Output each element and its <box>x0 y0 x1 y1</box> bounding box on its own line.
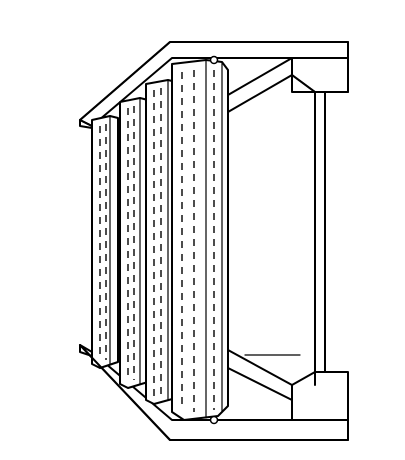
plate-1 <box>171 55 229 425</box>
inner-bottom-beam <box>227 349 316 401</box>
back-panel <box>227 111 301 356</box>
bottom-pin <box>209 415 219 425</box>
inner-top-beam <box>227 57 316 113</box>
right-top-block <box>291 57 349 93</box>
top-rail-front-edge <box>79 41 349 121</box>
left-edge-top <box>79 119 93 129</box>
top-rail-edge <box>79 119 93 127</box>
plate-3 <box>119 97 149 389</box>
bottom-rail-front-edge <box>79 344 349 441</box>
right-bottom-block <box>291 371 349 421</box>
plate-4 <box>91 115 119 369</box>
top-pin <box>209 55 219 65</box>
plates <box>91 55 229 425</box>
left-edge-bottom <box>79 344 93 357</box>
